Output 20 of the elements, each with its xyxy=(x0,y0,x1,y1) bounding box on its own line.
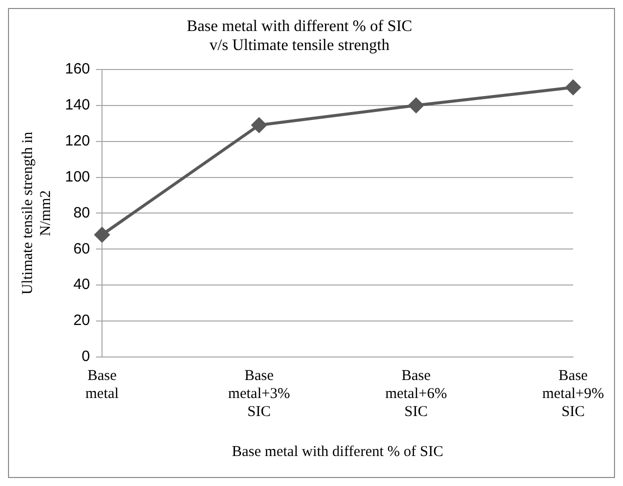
x-tick-label: Base metal xyxy=(85,368,119,402)
y-tick-label: 100 xyxy=(64,168,90,186)
x-tick-label: Base metal+9% SIC xyxy=(542,368,604,420)
y-tick-label: 120 xyxy=(64,132,90,150)
point xyxy=(566,80,581,95)
y-axis-title: Ultimate tensile strength in N/mm2 xyxy=(20,131,54,295)
y-tick-label: 20 xyxy=(73,312,90,330)
y-tick-label: 140 xyxy=(64,96,90,114)
y-tick-label: 40 xyxy=(73,276,90,294)
point xyxy=(252,118,267,133)
x-tick-label: Base metal+6% SIC xyxy=(385,368,447,420)
point xyxy=(94,227,110,242)
y-tick-label: 160 xyxy=(64,60,90,78)
y-tick-label: 60 xyxy=(73,240,90,258)
x-axis-title: Base metal with different % of SIC xyxy=(232,444,444,460)
y-tick-label: 80 xyxy=(73,204,90,222)
y-tick-label: 0 xyxy=(82,348,90,366)
chart-title: Base metal with different % of SIC v/s Ultimate tensile strength xyxy=(186,18,412,54)
x-tick-label: Base metal+3% SIC xyxy=(228,368,290,420)
point xyxy=(408,98,424,113)
